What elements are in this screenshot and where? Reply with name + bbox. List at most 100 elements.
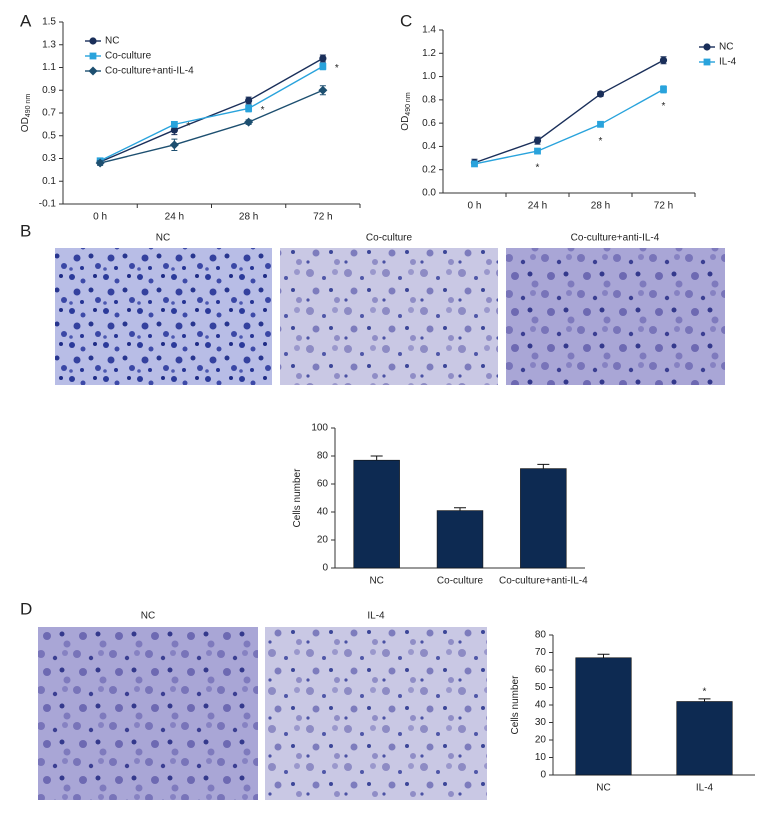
error-bar xyxy=(537,463,550,469)
marker xyxy=(471,160,478,168)
marker xyxy=(88,66,98,76)
y-tick-label: 60 xyxy=(317,479,329,490)
marker xyxy=(169,140,179,150)
y-tick-label: 0.4 xyxy=(422,141,436,152)
series-line xyxy=(99,65,324,162)
micrograph xyxy=(280,248,498,385)
marker xyxy=(170,126,178,134)
marker xyxy=(597,120,604,128)
marker xyxy=(89,52,97,60)
image-caption: Co-culture+anti-IL-4 xyxy=(571,233,660,244)
series-line xyxy=(99,89,324,164)
y-tick-label: 70 xyxy=(535,647,547,658)
significance: * xyxy=(536,163,540,174)
y-axis-label-main: OD xyxy=(20,117,31,132)
series-line xyxy=(474,88,664,165)
bar xyxy=(676,701,733,776)
x-tick-label: 0 h xyxy=(468,201,482,212)
marker xyxy=(596,90,605,98)
x-tick-label: NC xyxy=(596,783,610,794)
panel-label: C xyxy=(400,11,412,30)
y-axis-label-sub: 490 nm xyxy=(405,92,412,116)
legend-label: Co-culture+anti-IL-4 xyxy=(105,66,194,77)
micrograph xyxy=(55,248,272,385)
marker xyxy=(89,37,97,45)
error-bar xyxy=(454,507,466,511)
x-tick-label: 72 h xyxy=(313,212,332,223)
y-tick-label: 0 xyxy=(322,563,328,574)
y-tick-label: 10 xyxy=(535,752,547,763)
y-tick-label: 1.2 xyxy=(422,48,436,59)
y-tick-label: 0.5 xyxy=(42,130,56,141)
significance: * xyxy=(703,687,707,698)
y-tick-label: 40 xyxy=(535,700,547,711)
y-tick-label: 0.1 xyxy=(42,176,56,187)
marker xyxy=(703,43,711,51)
series-line xyxy=(99,57,324,163)
marker xyxy=(319,54,327,63)
y-tick-label: 1.0 xyxy=(422,71,436,82)
x-tick-label: 24 h xyxy=(165,212,184,223)
marker xyxy=(319,62,327,70)
y-tick-label: 0.6 xyxy=(422,118,436,129)
marker xyxy=(245,105,253,112)
image-caption: IL-4 xyxy=(367,611,385,622)
marker xyxy=(244,117,254,127)
legend-label: Co-culture xyxy=(105,51,152,62)
x-tick-label: NC xyxy=(369,576,383,587)
x-tick-label: 28 h xyxy=(591,201,610,212)
image-caption: Co-culture xyxy=(366,233,413,244)
y-axis-label-main: Cells number xyxy=(510,675,521,735)
panel-label: D xyxy=(20,599,32,618)
y-tick-label: 0.7 xyxy=(42,108,56,119)
x-tick-label: 28 h xyxy=(239,212,258,223)
x-tick-label: Co-culture xyxy=(437,576,484,587)
y-tick-label: 1.4 xyxy=(422,25,436,36)
marker xyxy=(245,96,253,105)
y-tick-label: 40 xyxy=(317,507,329,518)
image-caption: NC xyxy=(156,233,170,244)
y-tick-label: -0.1 xyxy=(39,199,57,210)
bar xyxy=(353,459,400,569)
marker xyxy=(318,85,328,95)
significance: * xyxy=(261,105,265,116)
y-axis-label-main: Cells number xyxy=(292,468,303,528)
micrograph xyxy=(38,627,258,800)
micrograph xyxy=(506,248,725,385)
y-axis-label: OD490 nm xyxy=(20,94,32,133)
y-tick-label: 0.8 xyxy=(422,94,436,105)
legend-label: NC xyxy=(719,42,733,53)
y-tick-label: 1.3 xyxy=(42,39,56,50)
y-tick-label: 100 xyxy=(311,423,328,434)
x-tick-label: 0 h xyxy=(93,212,107,223)
bar xyxy=(520,468,567,569)
legend-label: NC xyxy=(105,36,119,47)
micrograph xyxy=(265,627,487,800)
error-bar xyxy=(370,455,383,461)
significance: * xyxy=(335,63,339,74)
marker xyxy=(660,85,667,93)
y-axis-label: Cells number xyxy=(510,675,521,735)
bar xyxy=(575,657,632,776)
marker xyxy=(95,158,105,168)
y-axis-label-main: OD xyxy=(400,116,411,131)
y-axis-label-sub: 490 nm xyxy=(25,94,32,118)
significance: * xyxy=(186,121,190,132)
marker xyxy=(534,147,541,155)
bar xyxy=(436,510,484,569)
y-tick-label: 80 xyxy=(317,451,329,462)
significance: * xyxy=(662,101,666,112)
error-bar xyxy=(597,653,610,658)
y-tick-label: 0.3 xyxy=(42,153,56,164)
significance: * xyxy=(599,136,603,147)
legend-label: IL-4 xyxy=(719,57,737,68)
x-tick-label: Co-culture+anti-IL-4 xyxy=(499,576,588,587)
marker xyxy=(703,58,711,66)
panel-label: B xyxy=(20,221,31,240)
y-tick-label: 50 xyxy=(535,682,547,693)
panel-label: A xyxy=(20,11,32,30)
marker xyxy=(659,56,668,64)
marker xyxy=(170,120,178,128)
y-tick-label: 0.9 xyxy=(42,85,56,96)
